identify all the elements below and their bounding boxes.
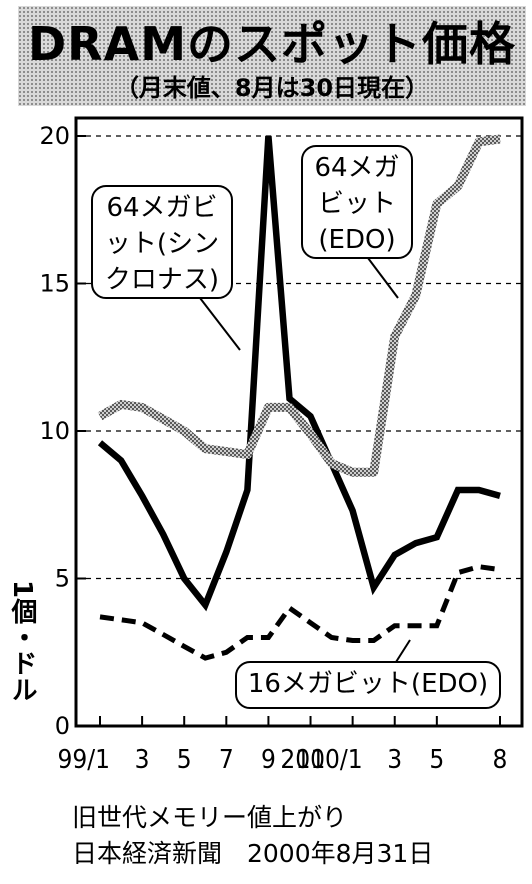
y-tick-label: 15 — [39, 270, 70, 298]
title-band: DRAMのスポット価格 （月末値、8月は30日現在） — [18, 6, 526, 106]
x-tick-label: 7 — [219, 745, 234, 775]
y-unit-label: 1個・ドル — [7, 580, 38, 702]
x-tick-label: 8 — [493, 745, 508, 775]
x-tick-label: 99/1 — [57, 745, 110, 775]
caption: 旧世代メモリー値上がり日本経済新聞 2000年8月31日 — [72, 800, 433, 872]
annotation-box — [235, 661, 501, 709]
annotation-pointer — [199, 297, 241, 351]
chart-subtitle: （月末値、8月は30日現在） — [114, 74, 430, 102]
chart-title: DRAMのスポット価格 — [28, 17, 516, 71]
x-tick-label: 9 — [261, 745, 276, 775]
annotation-text: ット(シン — [105, 229, 219, 259]
caption-line1: 旧世代メモリー値上がり — [72, 803, 348, 832]
x-tick-label: 11 — [296, 745, 326, 775]
caption-line2: 日本経済新聞 2000年8月31日 — [72, 839, 434, 868]
annotation-pointer — [395, 639, 411, 663]
annotation-text: ビット — [318, 189, 396, 219]
y-tick-label: 20 — [39, 122, 70, 150]
annotation-text: 16メガビット(EDO) — [248, 669, 488, 699]
annotation-text: クロナス) — [105, 265, 219, 295]
y-tick-label: 10 — [39, 417, 70, 445]
x-tick-label: 5 — [429, 745, 444, 775]
series-line-64mb-sync — [97, 135, 501, 612]
annotation-text: 64メガビ — [106, 193, 217, 223]
x-tick-label: 3 — [135, 745, 150, 775]
plot-frame — [74, 116, 524, 728]
annotation-text: (EDO) — [318, 225, 395, 255]
x-tick-label: 2000/1 — [280, 745, 362, 775]
annotation-box — [301, 145, 413, 259]
x-tick-label: 3 — [387, 745, 402, 775]
series-line-64mb-edo — [97, 134, 501, 477]
annotation-box — [91, 185, 233, 299]
y-tick-label: 0 — [55, 712, 70, 740]
series-line-16mb-edo — [99, 564, 501, 661]
x-tick-label: 5 — [177, 745, 192, 775]
annotation-text: 64メガ — [314, 153, 399, 183]
annotation-pointer — [367, 257, 399, 299]
y-tick-label: 5 — [55, 565, 70, 593]
